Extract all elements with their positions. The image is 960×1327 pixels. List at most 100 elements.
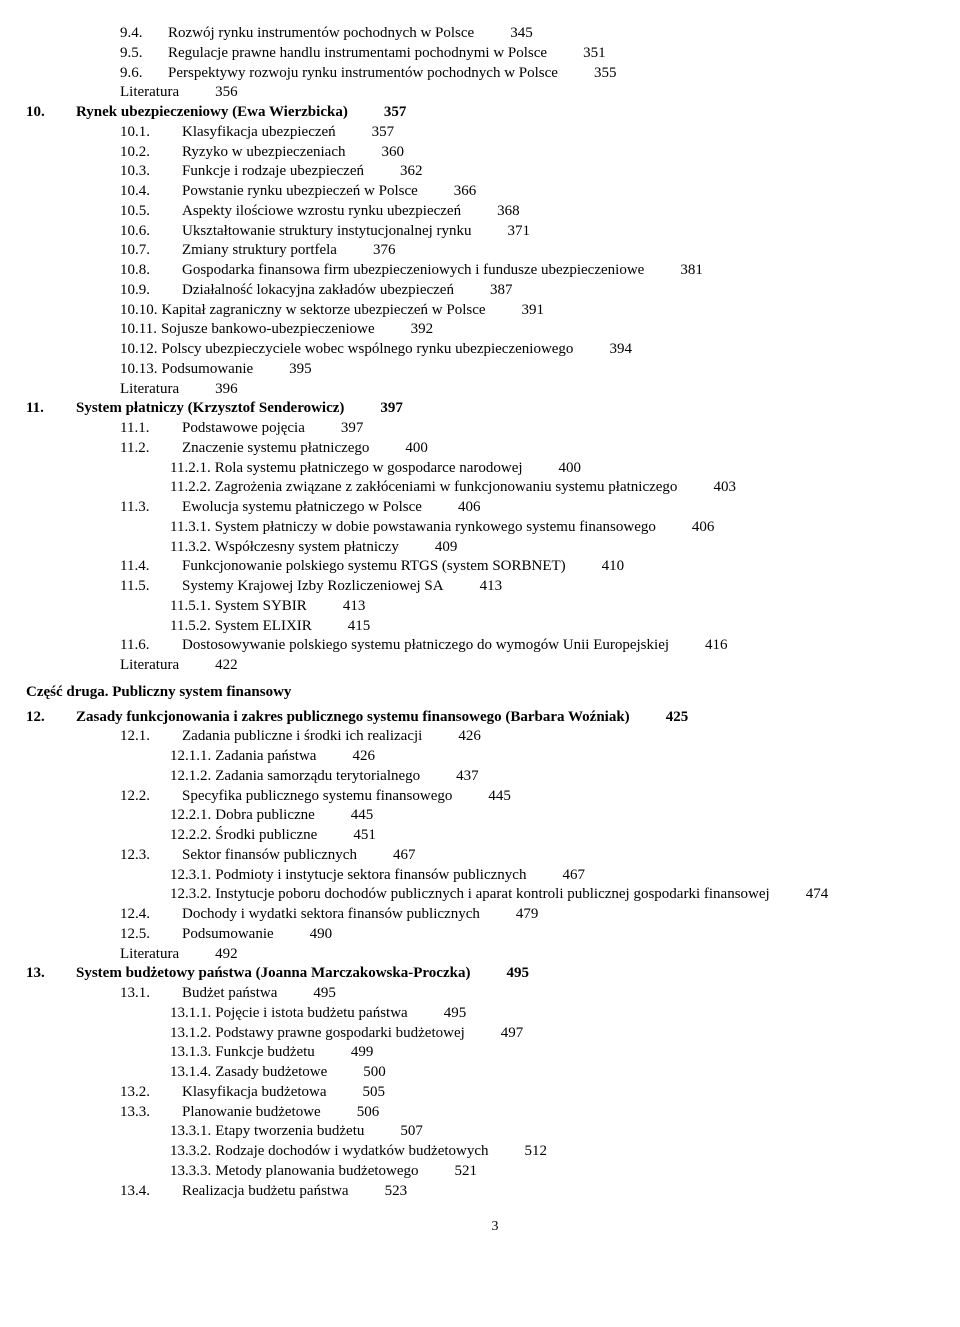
toc-page-number: 381 (680, 261, 703, 280)
toc-item-label: Podsumowanie (182, 925, 310, 944)
toc-item-number: 11.3.1. (170, 518, 215, 537)
toc-page-number: 357 (384, 103, 407, 122)
toc-page-number: 356 (215, 83, 238, 102)
toc-item-label: Gospodarka finansowa firm ubezpieczeniow… (182, 261, 680, 280)
toc-item-number: 11.3.2. (170, 538, 215, 557)
toc-page-number: 467 (562, 866, 585, 885)
toc-row: 13.1.4.Zasady budżetowe500 (170, 1063, 920, 1082)
toc-page-number: 362 (400, 162, 423, 181)
toc-page-number: 394 (609, 340, 632, 359)
toc-item-number: 10.11. (120, 320, 161, 339)
toc-item-label: Etapy tworzenia budżetu (215, 1122, 400, 1141)
toc-page-number: 499 (351, 1043, 374, 1062)
toc-row: 10.10.Kapitał zagraniczny w sektorze ube… (120, 301, 920, 320)
toc-item-number: 10.2. (120, 143, 182, 162)
toc-item-number: 10.13. (120, 360, 162, 379)
toc-item-label: Zadania państwa (215, 747, 352, 766)
toc-item-number: 13.1.2. (170, 1024, 215, 1043)
toc-item-label: Pojęcie i istota budżetu państwa (215, 1004, 443, 1023)
toc-item-number: 12.1. (120, 727, 182, 746)
toc-item-number: 10.12. (120, 340, 162, 359)
toc-chapter-row: 13.System budżetowy państwa (Joanna Marc… (70, 964, 920, 983)
toc-item-label: Podstawy prawne gospodarki budżetowej (215, 1024, 501, 1043)
toc-item-label: Środki publiczne (215, 826, 353, 845)
toc-row: 11.2.1.Rola systemu płatniczego w gospod… (170, 459, 920, 478)
toc-chapter-title: Zasady funkcjonowania i zakres publiczne… (76, 708, 666, 727)
toc-row: Literatura356 (120, 83, 920, 102)
toc-row: 11.3.Ewolucja systemu płatniczego w Pols… (120, 498, 920, 517)
toc-page-number: 425 (666, 708, 689, 727)
toc-item-label: Funkcje budżetu (215, 1043, 351, 1062)
toc-item-number: 13.3.2. (170, 1142, 215, 1161)
toc-page-number: 396 (215, 380, 238, 399)
toc-row: 13.1.2.Podstawy prawne gospodarki budżet… (170, 1024, 920, 1043)
toc-item-number: 13.1.1. (170, 1004, 215, 1023)
toc-row: 10.11.Sojusze bankowo-ubezpieczeniowe392 (120, 320, 920, 339)
toc-page-number: 445 (351, 806, 374, 825)
toc-chapter-title: System płatniczy (Krzysztof Senderowicz) (76, 399, 380, 418)
toc-page-number: 360 (382, 143, 405, 162)
toc-page-number: 451 (353, 826, 376, 845)
toc-item-number: 11.2.1. (170, 459, 215, 478)
toc-page-number: 479 (516, 905, 539, 924)
toc-item-number: 10.4. (120, 182, 182, 201)
toc-row: 11.4.Funkcjonowanie polskiego systemu RT… (120, 557, 920, 576)
toc-row: Literatura492 (120, 945, 920, 964)
toc-row: 11.6.Dostosowywanie polskiego systemu pł… (120, 636, 920, 655)
toc-item-label: System SYBIR (215, 597, 343, 616)
toc-row: 10.1.Klasyfikacja ubezpieczeń357 (120, 123, 920, 142)
toc-item-number: 10.1. (120, 123, 182, 142)
toc-page-number: 366 (454, 182, 477, 201)
toc-item-number: 9.6. (120, 64, 168, 83)
page-number-footer: 3 (70, 1218, 920, 1236)
toc-item-label: Literatura (120, 656, 215, 675)
toc-page-number: 387 (490, 281, 513, 300)
toc-item-label: Znaczenie systemu płatniczego (182, 439, 405, 458)
toc-page-number: 406 (692, 518, 715, 537)
toc-item-number: 12.3.2. (170, 885, 215, 904)
toc-page-number: 426 (352, 747, 375, 766)
toc-page-number: 495 (313, 984, 336, 1003)
toc-row: 11.5.1.System SYBIR413 (170, 597, 920, 616)
toc-item-label: Sojusze bankowo-ubezpieczeniowe (161, 320, 411, 339)
toc-item-label: Systemy Krajowej Izby Rozliczeniowej SA (182, 577, 480, 596)
toc-item-label: Dobra publiczne (215, 806, 351, 825)
toc-page-number: 437 (456, 767, 479, 786)
toc-row: 13.1.Budżet państwa495 (120, 984, 920, 1003)
toc-item-label: Zagrożenia związane z zakłóceniami w fun… (215, 478, 714, 497)
toc-item-number: 9.5. (120, 44, 168, 63)
toc-item-label: Ewolucja systemu płatniczego w Polsce (182, 498, 458, 517)
toc-row: 12.3.2.Instytucje poboru dochodów public… (170, 885, 920, 904)
toc-item-label: Ryzyko w ubezpieczeniach (182, 143, 382, 162)
toc-row: 12.1.2.Zadania samorządu terytorialnego4… (170, 767, 920, 786)
toc-row: 10.8.Gospodarka finansowa firm ubezpiecz… (120, 261, 920, 280)
toc-item-label: Powstanie rynku ubezpieczeń w Polsce (182, 182, 454, 201)
toc-item-label: Rodzaje dochodów i wydatków budżetowych (215, 1142, 524, 1161)
toc-chapter-number: 13. (26, 964, 76, 983)
toc-item-number: 12.1.2. (170, 767, 215, 786)
toc-item-number: 12.2.1. (170, 806, 215, 825)
toc-chapter-number: 10. (26, 103, 76, 122)
toc-page-number: 495 (506, 964, 529, 983)
toc-row: 11.2.Znaczenie systemu płatniczego400 (120, 439, 920, 458)
toc-item-number: 10.3. (120, 162, 182, 181)
toc-item-label: Funkcjonowanie polskiego systemu RTGS (s… (182, 557, 602, 576)
toc-item-number: 13.4. (120, 1182, 182, 1201)
toc-page-number: 410 (602, 557, 625, 576)
toc-row: 13.1.1.Pojęcie i istota budżetu państwa4… (170, 1004, 920, 1023)
toc-item-label: Budżet państwa (182, 984, 313, 1003)
toc-row: 12.2.1.Dobra publiczne445 (170, 806, 920, 825)
toc-row: 13.1.3.Funkcje budżetu499 (170, 1043, 920, 1062)
toc-item-label: Sektor finansów publicznych (182, 846, 393, 865)
toc-item-label: System ELIXIR (215, 617, 348, 636)
toc-row: 12.3.Sektor finansów publicznych467 (120, 846, 920, 865)
toc-page-number: 368 (497, 202, 520, 221)
toc-row: 12.1.Zadania publiczne i środki ich real… (120, 727, 920, 746)
toc-item-number: 10.5. (120, 202, 182, 221)
toc-page-number: 409 (435, 538, 458, 557)
toc-item-label: Metody planowania budżetowego (215, 1162, 454, 1181)
toc-row: 11.5.Systemy Krajowej Izby Rozliczeniowe… (120, 577, 920, 596)
toc-item-label: Podsumowanie (162, 360, 290, 379)
toc-row: Literatura422 (120, 656, 920, 675)
toc-item-number: 13.1.3. (170, 1043, 215, 1062)
